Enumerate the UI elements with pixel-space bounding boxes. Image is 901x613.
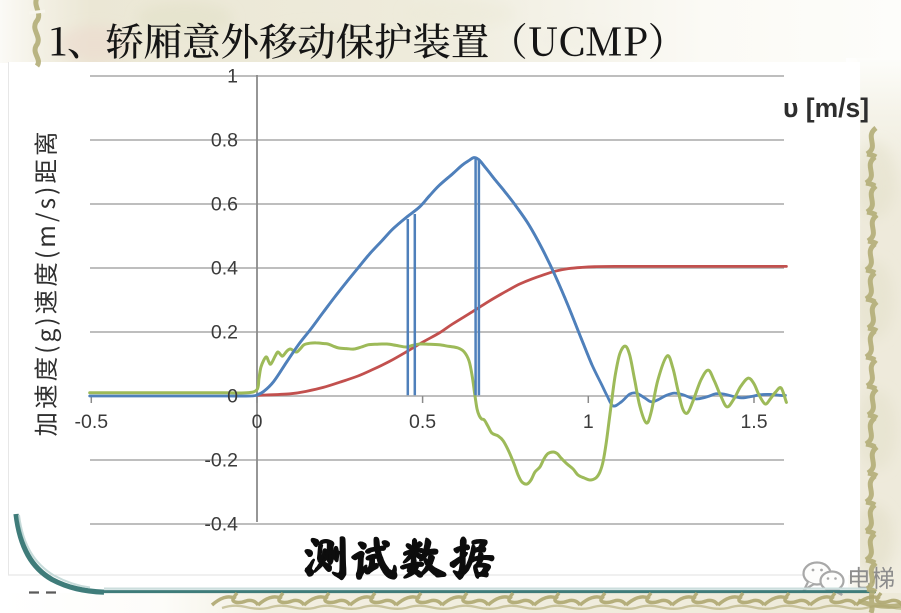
svg-text:υ [m/s]: υ [m/s]: [783, 93, 869, 123]
svg-text:-0.2: -0.2: [204, 450, 238, 472]
svg-text:0.2: 0.2: [211, 322, 238, 344]
svg-text:0.8: 0.8: [211, 130, 238, 152]
svg-text:-0.5: -0.5: [74, 411, 108, 433]
svg-text:-0.4: -0.4: [204, 514, 238, 536]
svg-text:0.5: 0.5: [409, 411, 436, 433]
svg-text:0.6: 0.6: [211, 194, 238, 216]
svg-text:1: 1: [583, 411, 594, 433]
svg-text:0.4: 0.4: [211, 258, 238, 280]
svg-text:0: 0: [252, 411, 263, 433]
svg-text:0: 0: [227, 386, 238, 408]
svg-text:1.5: 1.5: [740, 411, 767, 433]
svg-text:1: 1: [227, 66, 238, 88]
